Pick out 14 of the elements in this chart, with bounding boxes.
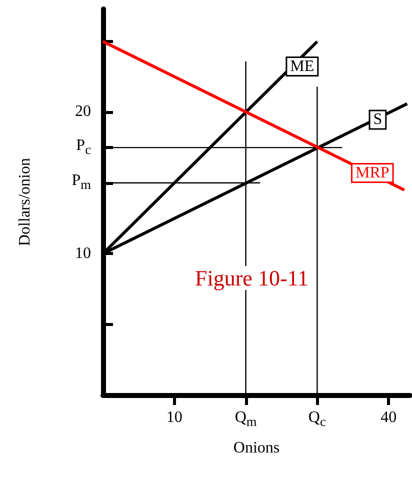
series-label: ME xyxy=(290,58,314,76)
y-tick-label: P$_{c}$ xyxy=(76,136,91,159)
series-label: MRP xyxy=(355,164,390,182)
annotation: Figure 10-11 xyxy=(195,266,308,290)
x-tick-label: Q$_{m}$ xyxy=(234,409,257,432)
x-axis-title: Onions xyxy=(233,440,280,456)
y-tick-label: 20 xyxy=(75,103,91,122)
x-tick-label: Q$_{c}$ xyxy=(308,409,326,432)
y-tick-label: P$_{m}$ xyxy=(72,172,91,194)
x-tick-label: 10 xyxy=(166,409,182,427)
y-tick-label: 10 xyxy=(75,244,91,263)
x-tick-label: 40 xyxy=(380,409,397,427)
y-axis-title: Dollars/onion xyxy=(16,158,34,246)
series-label: S xyxy=(373,111,382,128)
